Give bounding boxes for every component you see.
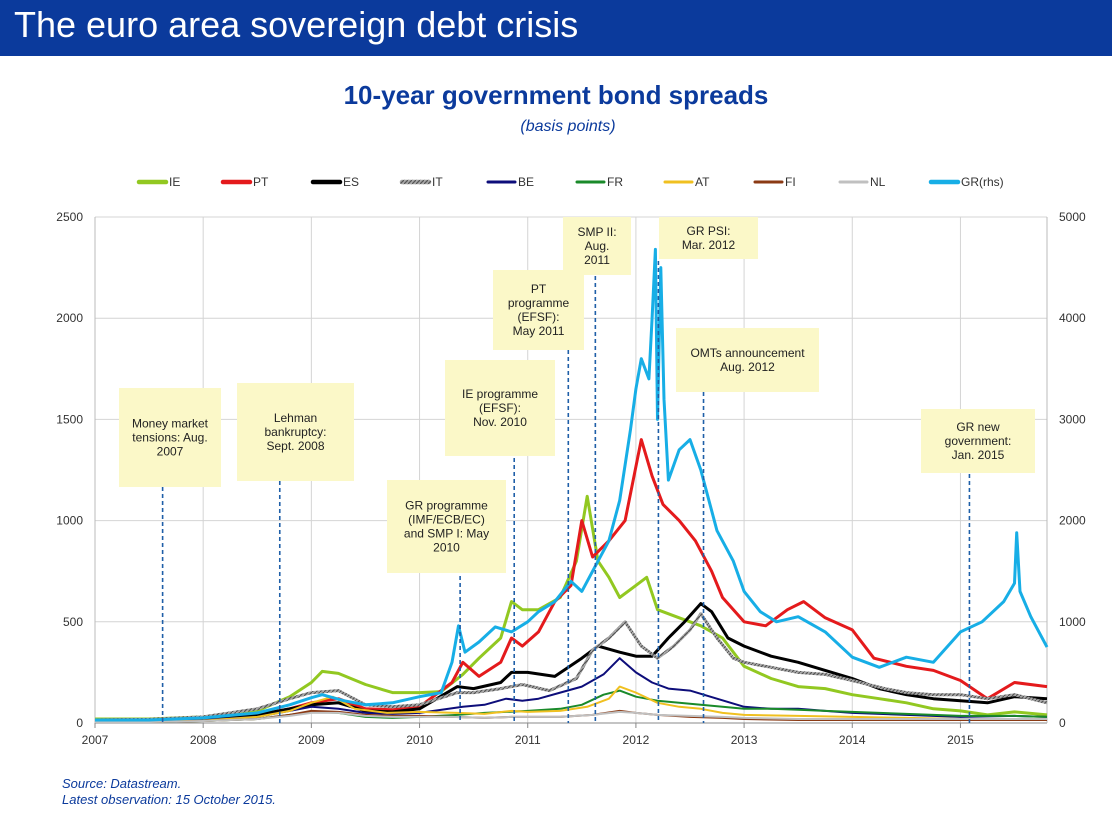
annotation-text: OMTs announcement — [690, 346, 805, 360]
legend-label: ES — [343, 175, 359, 189]
legend-label: IT — [432, 175, 443, 189]
annotation-box — [237, 383, 354, 481]
chart-title: 10-year government bond spreads — [343, 80, 769, 110]
annotation-text: government: — [945, 434, 1012, 448]
legend-label: FR — [607, 175, 623, 189]
y-right-tick-label: 2000 — [1059, 514, 1086, 528]
annotation-text: and SMP I: May — [404, 527, 489, 541]
annotation-text: Lehman — [274, 411, 317, 425]
series-line-at — [94, 685, 1047, 723]
legend-label: BE — [518, 175, 534, 189]
x-tick-label: 2008 — [190, 733, 217, 747]
latest-observation-note: Latest observation: 15 October 2015. — [62, 792, 276, 807]
series-line-ie — [95, 494, 1048, 721]
annotation-text: Nov. 2010 — [473, 415, 527, 429]
y-left-tick-label: 2000 — [56, 311, 83, 325]
y-right-tick-label: 4000 — [1059, 311, 1086, 325]
legend-label: PT — [253, 175, 269, 189]
annotation-box — [387, 480, 506, 573]
annotation-text: bankruptcy: — [264, 425, 326, 439]
annotation-text: Mar. 2012 — [682, 238, 736, 252]
annotation-box — [921, 409, 1035, 473]
legend-label: NL — [870, 175, 886, 189]
y-left-tick-label: 2500 — [56, 210, 83, 224]
annotation-text: Money market — [132, 417, 209, 431]
annotation-text: SMP II: — [577, 225, 616, 239]
series-lines — [94, 247, 1049, 723]
y-right-tick-label: 3000 — [1059, 412, 1086, 426]
legend: IE PT ES IT BE FR AT FI NL GR(rhs) — [136, 175, 1004, 189]
source-note: Source: Datastream. — [62, 776, 182, 791]
annotation-text: PT — [531, 282, 547, 296]
annotation-box — [659, 217, 758, 259]
annotation-text: 2011 — [584, 253, 610, 267]
annotation-text: IE programme — [462, 387, 538, 401]
y-right-tick-label: 0 — [1059, 716, 1066, 730]
annotation-text: GR new — [956, 420, 1000, 434]
annotation-text: Sept. 2008 — [266, 439, 324, 453]
annotation-text: (EFSF): — [518, 310, 560, 324]
annotation-box — [676, 328, 819, 392]
annotation-text: GR programme — [405, 499, 488, 513]
x-tick-label: 2015 — [947, 733, 974, 747]
x-tick-label: 2014 — [839, 733, 866, 747]
annotation-text: 2010 — [433, 541, 460, 555]
legend-label: IE — [169, 175, 180, 189]
x-tick-label: 2010 — [406, 733, 433, 747]
annotation-text: (EFSF): — [479, 401, 521, 415]
legend-label: GR(rhs) — [961, 175, 1004, 189]
x-tick-label: 2009 — [298, 733, 325, 747]
annotation-box — [445, 360, 555, 456]
y-right-tick-label: 1000 — [1059, 615, 1086, 629]
annotation-text: (IMF/ECB/EC) — [408, 513, 485, 527]
y-left-tick-label: 500 — [63, 615, 83, 629]
series-line-it — [94, 612, 1048, 722]
annotation-text: Jan. 2015 — [952, 448, 1005, 462]
annotation-text: Aug. — [585, 239, 610, 253]
axes: 0 0 500 1000 1000 2000 1500 3000 2000 4000 2500 500… — [56, 210, 1086, 747]
y-left-tick-label: 1000 — [56, 514, 83, 528]
annotation-text: programme — [508, 296, 570, 310]
annotation-text: GR PSI: — [686, 224, 730, 238]
legend-label: AT — [695, 175, 710, 189]
x-tick-label: 2007 — [82, 733, 109, 747]
x-tick-label: 2011 — [515, 733, 541, 747]
annotation-box — [493, 270, 584, 350]
annotation-text: tensions: Aug. — [132, 431, 207, 445]
annotation-box — [563, 217, 631, 275]
series-line-gr-rhs — [95, 247, 1049, 722]
annotation-text: 2007 — [157, 445, 184, 459]
chart-subtitle: (basis points) — [520, 118, 616, 135]
header-bar — [0, 0, 1112, 56]
annotation-text: May 2011 — [513, 324, 565, 338]
x-tick-label: 2013 — [731, 733, 758, 747]
annotation-text: Aug. 2012 — [720, 360, 775, 374]
annotation-box — [119, 388, 221, 487]
y-left-tick-label: 1500 — [56, 412, 83, 426]
legend-label: FI — [785, 175, 796, 189]
y-right-tick-label: 5000 — [1059, 210, 1086, 224]
series-line-nl — [95, 710, 1047, 723]
page-title: The euro area sovereign debt crisis — [14, 4, 579, 45]
y-left-tick-label: 0 — [76, 716, 83, 730]
x-tick-label: 2012 — [623, 733, 650, 747]
